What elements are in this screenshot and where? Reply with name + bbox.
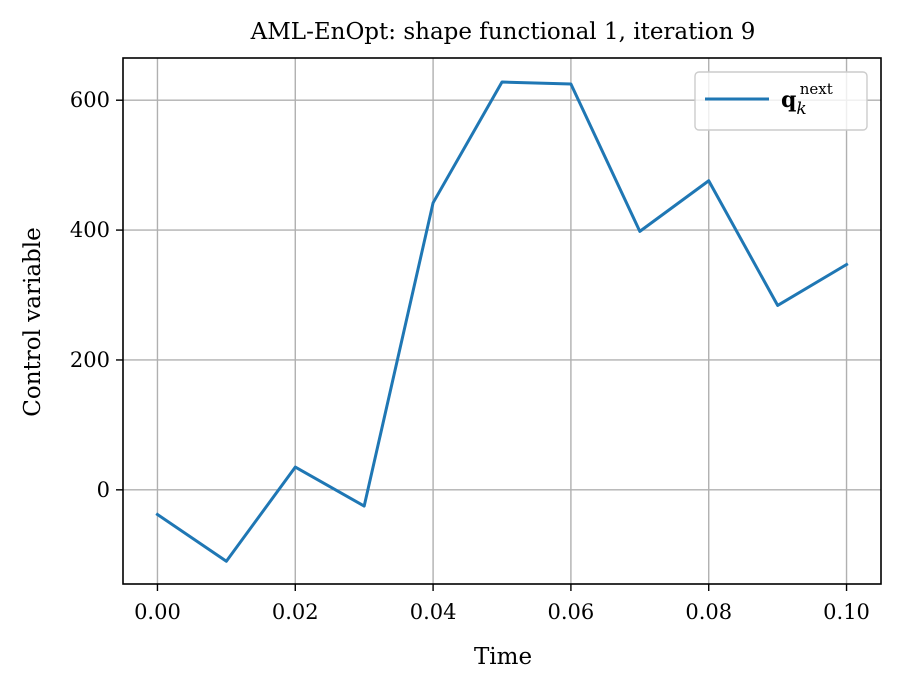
y-axis-label: Control variable [20, 227, 46, 416]
tick-layer: 0.00 0.02 0.04 0.06 0.08 0.10 0 200 400 600 [70, 88, 870, 624]
x-tick-label: 0.04 [410, 600, 457, 624]
data-point [639, 231, 640, 232]
data-point [226, 561, 227, 562]
x-axis-label: Time [474, 644, 532, 670]
data-point [708, 180, 709, 181]
grid-layer [123, 58, 881, 584]
y-tick-label: 400 [70, 218, 110, 242]
data-point [846, 264, 847, 265]
data-point [364, 506, 365, 507]
series-line [155, 80, 849, 563]
legend: qknext [694, 71, 868, 131]
data-point [570, 83, 571, 84]
data-point [295, 467, 296, 468]
data-point [502, 82, 503, 83]
series-layer [155, 80, 849, 563]
data-point [433, 202, 434, 203]
legend-entry-label: qknext [781, 80, 833, 119]
plot-frame [122, 57, 882, 585]
x-tick-label: 0.10 [823, 600, 870, 624]
y-tick-label: 0 [97, 478, 110, 502]
y-tick-label: 200 [70, 348, 110, 372]
x-tick-label: 0.08 [685, 600, 732, 624]
data-point [157, 514, 158, 515]
y-tick-label: 600 [70, 88, 110, 112]
data-point [777, 305, 778, 306]
x-tick-label: 0.02 [272, 600, 319, 624]
x-tick-label: 0.06 [548, 600, 595, 624]
x-tick-label: 0.00 [134, 600, 181, 624]
chart-title: AML-EnOpt: shape functional 1, iteration… [250, 19, 756, 45]
legend-box [694, 71, 868, 131]
